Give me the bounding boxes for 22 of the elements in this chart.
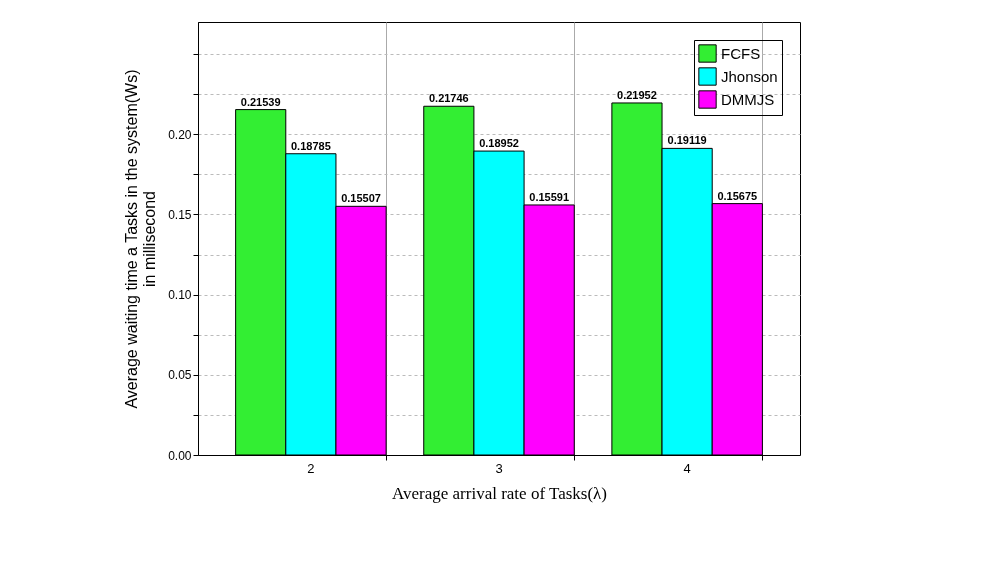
- data-label: 0.19119: [667, 134, 707, 147]
- legend-label: Jhonson: [721, 67, 778, 85]
- x-axis-title: Average arrival rate of Tasks(λ): [391, 483, 608, 503]
- y-axis-title: Average waiting time a Tasks in the system(Ws) in millisecond: [123, 69, 159, 409]
- data-label: 0.18785: [290, 139, 331, 152]
- y-tick-label: 0.05: [168, 368, 192, 383]
- x-tick-label: 3: [495, 460, 503, 476]
- y-tick-label: 0.15: [168, 207, 192, 222]
- data-label: 0.15675: [717, 189, 758, 202]
- legend-label: FCFS: [721, 44, 761, 62]
- data-label: 0.18952: [479, 137, 519, 150]
- x-tick-label: 4: [683, 460, 691, 476]
- legend-label: DMMJS: [721, 90, 775, 108]
- y-tick-label: 0.00: [168, 448, 192, 463]
- data-label: 0.21952: [617, 88, 657, 101]
- x-tick-label: 2: [307, 460, 315, 476]
- data-label: 0.15591: [529, 190, 570, 203]
- y-tick-label: 0.20: [168, 127, 192, 142]
- data-label: 0.21539: [240, 95, 281, 108]
- y-tick-label: 0.10: [168, 288, 192, 303]
- data-label: 0.21746: [428, 92, 469, 105]
- data-label: 0.15507: [341, 192, 381, 205]
